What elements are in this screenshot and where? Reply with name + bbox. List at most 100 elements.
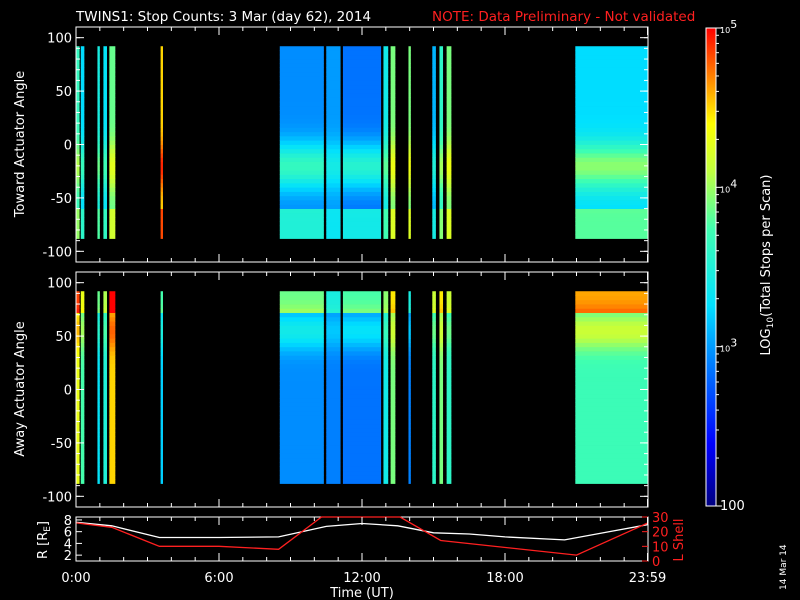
heatmap-cell [408,84,411,90]
heatmap-cell [432,225,436,231]
heatmap-cell [446,165,452,171]
heatmap-cell [342,449,382,454]
heatmap-cell [439,351,444,356]
heatmap-cell [97,299,100,305]
heatmap-cell [342,351,382,356]
heatmap-cell [446,415,452,420]
heatmap-cell [383,380,389,386]
heatmap-cell [446,393,452,399]
heatmap-cell [383,363,389,369]
heatmap-cell [160,153,163,158]
heatmap-cell [160,436,163,442]
heatmap-cell [575,208,648,214]
heatmap-cell [160,363,163,369]
heatmap-cell [160,88,163,94]
heatmap-cell [432,84,436,90]
time-axis-ticks: 0:00 6:00 12:00 18:00 23:59 [61,27,666,586]
heatmap-cell [160,380,163,386]
heatmap-cell [408,221,411,227]
heatmap-cell [76,123,80,128]
heatmap-cell [103,333,107,339]
heatmap-cell [383,46,389,51]
heatmap-cell [408,299,411,305]
heatmap-cell [109,419,116,425]
heatmap-cell [279,140,324,145]
heatmap-cell [97,127,100,133]
heatmap-cell [109,299,116,305]
heatmap-cell [446,131,452,137]
heatmap-cell [103,182,107,188]
heatmap-cell [97,191,100,197]
heatmap-cell [390,76,396,81]
heatmap-cell [390,351,396,356]
heatmap-cell [383,153,389,158]
heatmap-cell [103,63,107,68]
heatmap-cell [279,449,324,454]
heatmap-cell [575,393,648,399]
heatmap-cell [439,440,444,446]
heatmap-cell [109,182,116,188]
heatmap-cell [342,165,382,171]
heatmap-cell [103,325,107,331]
heatmap-cell [80,153,85,158]
heatmap-cell [439,462,444,467]
date-stamp: 14 Mar 14 [779,544,789,590]
heatmap-cell [439,342,444,348]
heatmap-cell [103,67,107,73]
heatmap-cell [103,419,107,425]
heatmap-cell [326,54,341,60]
heatmap-cell [342,470,382,476]
heatmap-cell [97,135,100,141]
heatmap-cell [575,97,648,103]
heatmap-cell [76,93,80,98]
heatmap-cell [575,59,648,64]
heatmap-cell [80,449,85,454]
heatmap-cell [439,333,444,339]
heatmap-cell [408,144,411,150]
heatmap-cell [326,127,341,133]
heatmap-cell [446,144,452,150]
heatmap-cell [408,308,411,313]
heatmap-cell [109,316,116,322]
heatmap-cell [390,204,396,209]
heatmap-cell [439,346,444,352]
heatmap-cell [326,295,341,301]
heatmap-cell [383,415,389,420]
heatmap-cell [390,453,396,459]
heatmap-cell [383,174,389,180]
heatmap-cell [432,88,436,94]
heatmap-cell [80,479,85,484]
heatmap-cell [279,174,324,180]
heatmap-cell [326,114,341,120]
heatmap-cell [76,308,80,313]
heatmap-cell [80,415,85,420]
heatmap-cell [160,406,163,412]
heatmap-cell [383,440,389,446]
heatmap-cell [408,178,411,184]
heatmap-cell [432,474,436,480]
heatmap-cell [326,187,341,192]
heatmap-cell [432,93,436,98]
heatmap-cell [575,71,648,77]
heatmap-cell [160,204,163,209]
heatmap-cell [439,59,444,64]
heatmap-cell [575,316,648,322]
heatmap-cell [342,212,382,218]
heatmap-cell [408,351,411,356]
heatmap-cell [575,63,648,68]
heatmap-cell [342,191,382,197]
heatmap-cell [439,174,444,180]
heatmap-cell [97,325,100,331]
heatmap-cell [103,376,107,382]
heatmap-cell [279,432,324,437]
heatmap-cell [408,63,411,68]
heatmap-cell [383,342,389,348]
heatmap-cell [103,97,107,103]
heatmap-cell [383,161,389,167]
heatmap-cell [342,153,382,158]
heatmap-cell [80,221,85,227]
heatmap-cell [279,329,324,335]
heatmap-cell [439,148,444,154]
heatmap-cell [446,161,452,167]
heatmap-cell [103,380,107,386]
